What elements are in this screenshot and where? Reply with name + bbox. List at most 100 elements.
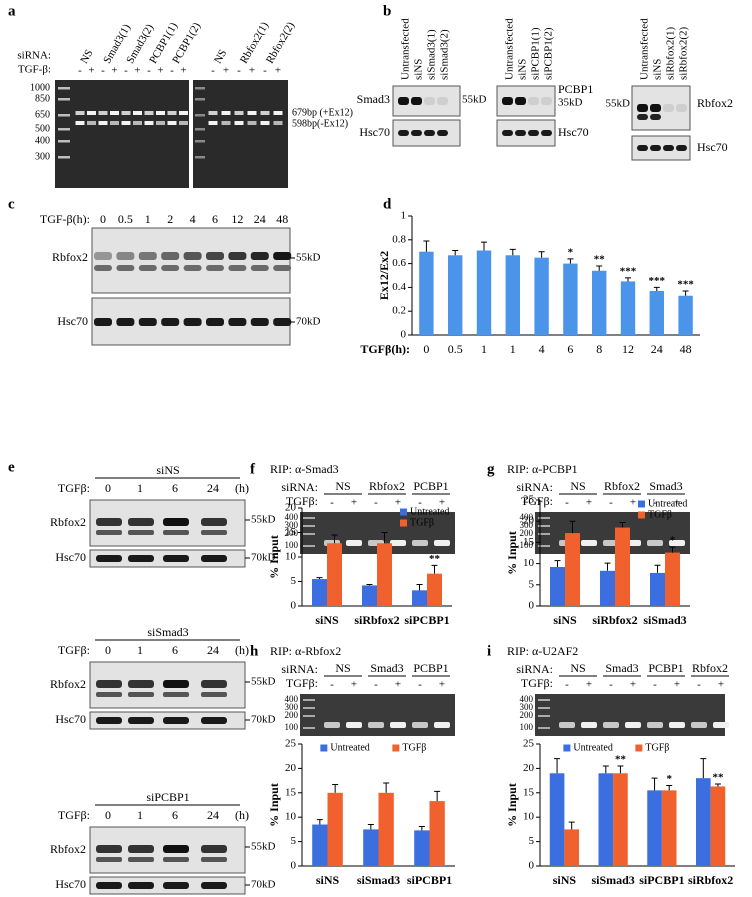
band	[128, 518, 154, 526]
bar	[429, 801, 445, 866]
y-tick-label: 0	[529, 860, 535, 872]
bar	[550, 566, 565, 606]
error-bar	[651, 777, 658, 791]
y-tick-label: 15	[523, 536, 535, 548]
y-tick-label: 25	[523, 738, 535, 750]
band	[581, 540, 597, 546]
band	[128, 845, 154, 853]
time-label: 24	[207, 808, 219, 822]
treatment-sign: -	[147, 65, 151, 77]
treatment-sign: -	[653, 679, 657, 691]
band	[201, 845, 227, 853]
blot	[91, 227, 291, 294]
bar	[661, 790, 677, 866]
error-bar	[316, 819, 323, 825]
legend-label: Untreated	[648, 498, 687, 509]
x-tick-label: siRbfox2	[688, 873, 733, 887]
band	[424, 97, 435, 105]
error-bar	[602, 765, 609, 774]
band	[138, 318, 157, 326]
error-bar	[366, 583, 373, 586]
treatment-sign: -	[374, 679, 378, 691]
ladder-band	[303, 727, 315, 729]
band	[273, 252, 292, 260]
band	[128, 692, 154, 697]
y-tick-label: 10	[285, 811, 297, 823]
legend-swatch	[400, 519, 407, 527]
band	[201, 857, 227, 862]
band	[581, 722, 597, 728]
lane-label: siNS	[652, 59, 664, 80]
x-tick-label: 0	[423, 342, 429, 356]
x-tick-label: siNS	[316, 873, 340, 887]
group-label: NS	[570, 479, 585, 493]
legend-label: Untreated	[330, 742, 369, 753]
ladder-band	[58, 98, 70, 101]
band	[412, 540, 428, 546]
y-tick-label: 10	[285, 551, 297, 563]
y-axis-label: % Input	[267, 783, 281, 827]
y-tick-label: 0	[291, 860, 297, 872]
time-label: 1	[137, 643, 143, 657]
time-label: 2	[167, 212, 173, 226]
band	[559, 722, 575, 728]
treatment-sign: -	[609, 679, 613, 691]
ladder-label: 400	[285, 694, 299, 704]
band	[163, 882, 189, 889]
ladder-label: 300	[285, 702, 299, 712]
x-tick-label: siRbfox2	[354, 613, 399, 627]
band	[260, 121, 270, 125]
y-tick-label: 15	[285, 526, 297, 538]
band	[201, 692, 227, 697]
band	[128, 680, 154, 688]
band	[663, 145, 674, 151]
band	[96, 857, 122, 862]
time-label: 1	[137, 481, 143, 495]
band	[411, 97, 422, 105]
lane-label: Untransfected	[400, 18, 412, 80]
band	[163, 518, 189, 526]
x-tick-label: siSmad3	[591, 873, 634, 887]
error-bar	[554, 758, 561, 774]
ladder-label: 400	[35, 135, 50, 146]
rip-title: RIP: α-Rbfox2	[270, 644, 341, 658]
band	[603, 722, 619, 728]
band	[206, 318, 224, 326]
gel	[55, 80, 189, 188]
band	[647, 540, 663, 546]
time-label: 0	[100, 212, 106, 226]
band	[206, 265, 224, 271]
ladder-band	[538, 707, 550, 709]
x-tick-label: 0.5	[448, 342, 463, 356]
treatment-sign: +	[180, 65, 186, 77]
band	[156, 121, 165, 125]
time-label: 0	[105, 643, 111, 657]
band	[260, 111, 270, 115]
ladder-label: 850	[35, 93, 50, 104]
y-tick-label: 20	[285, 762, 297, 774]
panel-letter: g	[487, 461, 495, 477]
y-tick-label: 10	[523, 811, 535, 823]
legend-label: Untreated	[573, 742, 612, 753]
band	[128, 717, 154, 724]
band	[161, 318, 180, 326]
legend-label: TGFβ	[410, 517, 434, 528]
bar	[476, 250, 492, 335]
ladder-label: 100	[285, 540, 299, 550]
band	[96, 518, 122, 526]
x-tick-label: siSmad3	[643, 613, 686, 627]
treatment-sign: +	[439, 497, 445, 509]
ladder-band	[538, 525, 550, 527]
error-bar	[568, 821, 575, 830]
band	[324, 722, 340, 728]
band	[128, 530, 154, 535]
row-label: TGFβ:	[286, 494, 318, 508]
size-label: 70kD	[251, 552, 276, 564]
band	[625, 722, 641, 728]
error-bar	[654, 564, 661, 573]
size-label: 70kD	[296, 316, 321, 328]
band	[167, 121, 177, 125]
ladder-label: 100	[285, 722, 299, 732]
y-tick-label: 5	[529, 835, 535, 847]
